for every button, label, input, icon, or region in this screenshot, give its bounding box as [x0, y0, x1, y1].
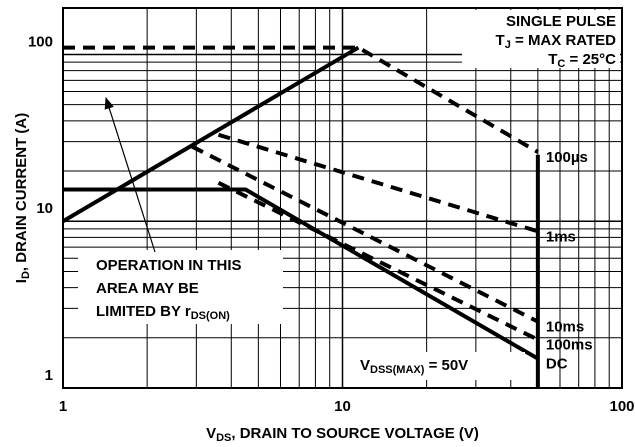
text-part: , DRAIN TO SOURCE VOLTAGE (V) [231, 425, 479, 442]
text-part: DSS(MAX) [370, 364, 425, 376]
vdss-bg [355, 352, 525, 380]
y-tick-label: 100 [28, 33, 53, 50]
series-label: 100µs [546, 149, 588, 166]
series-line [217, 132, 539, 234]
text-part: LIMITED BY r [96, 303, 191, 320]
series-label: 1ms [546, 228, 576, 245]
note: AREA MAY BE [96, 280, 199, 297]
text-part: I [13, 279, 30, 283]
annotation: TC = 25°C [548, 51, 616, 70]
text-part: = MAX RATED [511, 32, 616, 49]
text-part: T [496, 32, 505, 49]
text-part: DS(ON) [191, 310, 230, 322]
text-part: J [505, 39, 511, 51]
y-tick-label: 1 [45, 367, 53, 384]
note: LIMITED BY rDS(ON) [96, 303, 230, 322]
text-part: OPERATION IN THIS [96, 257, 242, 274]
text-part: DS [216, 432, 231, 444]
text-part: = 25°C [565, 51, 616, 68]
text-part: AREA MAY BE [96, 280, 199, 297]
text-part: , DRAIN CURRENT (A) [13, 113, 30, 271]
text-part: SINGLE PULSE [506, 13, 616, 30]
series-line [61, 45, 360, 223]
text-part: = 50V [424, 357, 468, 374]
plot-frame [62, 7, 623, 389]
text-part: V [360, 357, 370, 374]
text-part: T [548, 51, 557, 68]
x-tick-label: 1 [59, 398, 67, 415]
series-line [63, 187, 539, 361]
x-axis-label: VDS, DRAIN TO SOURCE VOLTAGE (V) [206, 425, 479, 444]
note-bg [78, 250, 283, 324]
annotation-bg [462, 10, 620, 68]
text-part: D [20, 271, 32, 279]
series-line [191, 144, 539, 324]
series-label: DC [546, 356, 568, 373]
series-label: 100ms [546, 337, 593, 354]
text-part: C [557, 58, 565, 70]
y-axis-label: ID, DRAIN CURRENT (A) [13, 113, 32, 283]
y-tick-label: 10 [36, 200, 53, 217]
annotation: TJ = MAX RATED [496, 32, 617, 51]
series-label: 10ms [546, 319, 584, 336]
x-tick-label: 100 [609, 398, 634, 415]
note: OPERATION IN THIS [96, 257, 242, 274]
annotation: SINGLE PULSE [506, 13, 616, 30]
x-tick-label: 10 [334, 398, 351, 415]
vdss-label: VDSS(MAX) = 50V [360, 357, 468, 376]
arrow [104, 96, 156, 253]
text-part: V [206, 425, 216, 442]
